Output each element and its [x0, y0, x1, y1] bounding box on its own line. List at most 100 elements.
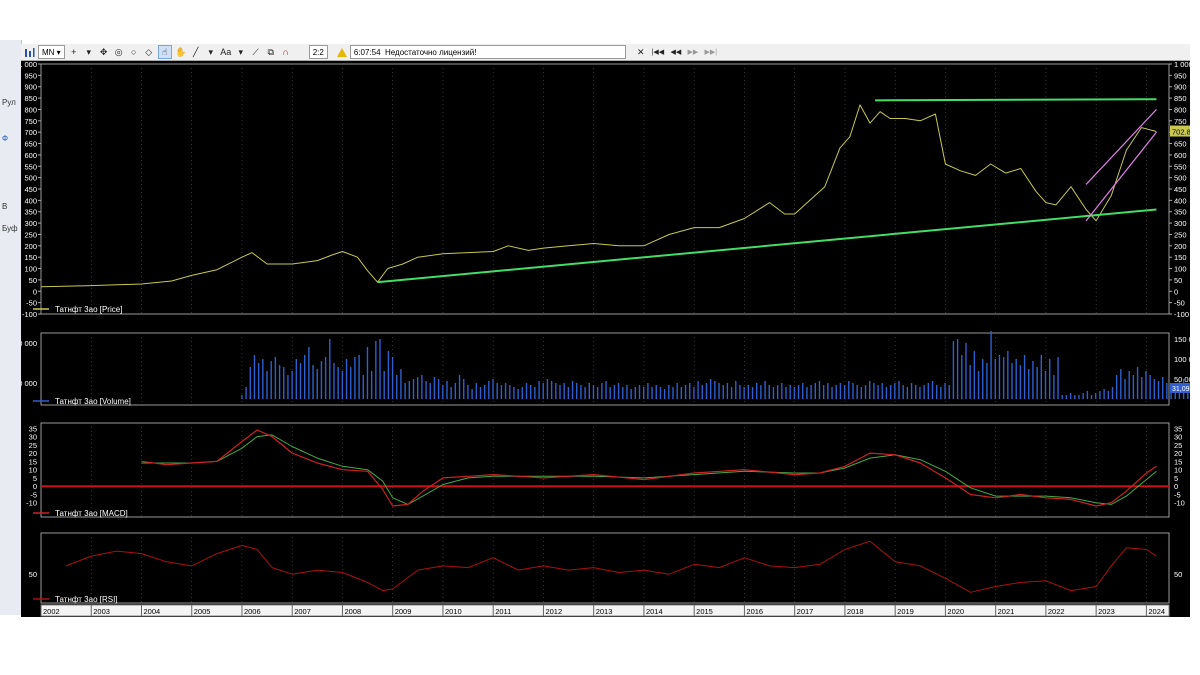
volume-tick-label-right: 50 000 [1174, 375, 1190, 384]
nav-next-icon[interactable]: ▶▶ [687, 49, 699, 56]
price-tick-label-right: 900 [1174, 83, 1187, 92]
price-series-line [40, 104, 1157, 288]
chevron-down-icon[interactable]: ▾ [208, 46, 213, 57]
year-label-2016: 2016 [746, 607, 763, 616]
sidebar-item-1[interactable]: Ф [2, 134, 9, 143]
nav-first-icon[interactable]: |◀◀ [651, 49, 665, 56]
close-icon[interactable]: ✕ [637, 46, 645, 57]
trendline-support [377, 208, 1157, 284]
macd-tick-label-left: 25 [29, 441, 37, 450]
price-tick-label-right: 300 [1174, 219, 1187, 228]
period-select[interactable]: MN ▾ [38, 45, 65, 59]
price-tick-label-left: 1 000 [21, 61, 37, 69]
nav-last-icon[interactable]: ▶▶| [704, 49, 718, 56]
price-tick-label-left: 350 [24, 208, 37, 217]
macd-line [141, 429, 1157, 507]
chart-toolbar: MN ▾ + ▾ ✥ ◎ ○ ◇ ☝ ✋ ╱ ▾ Aa ▾ ⟋ ⧉ ∩ 2:2 … [21, 44, 1190, 61]
price-tick-label-left: 0 [33, 287, 37, 296]
price-tick-label-right: 200 [1174, 242, 1187, 251]
price-tick-label-right: 400 [1174, 196, 1187, 205]
price-tick-label-right: 950 [1174, 71, 1187, 80]
price-tick-label-right: 450 [1174, 185, 1187, 194]
chart-area[interactable]: -100 -100 -50 -50 0 0 50 50 100 100 150 150 200 200 25… [10, 60, 1200, 617]
status-time: 6:07:54 [353, 47, 381, 57]
macd-tick-label-left: -5 [30, 490, 37, 499]
price-tick-label-left: 200 [24, 242, 37, 251]
left-sidebar: Рул Ф В Буф [0, 40, 22, 615]
trend-tool-icon[interactable]: ⟋ [252, 46, 259, 57]
shapes-icon[interactable]: ⧉ [267, 46, 274, 57]
bar-chart-icon[interactable] [23, 46, 35, 58]
hand-icon[interactable]: ✋ [175, 46, 187, 57]
year-label-2010: 2010 [445, 607, 462, 616]
macd-tick-label-right: 25 [1174, 441, 1182, 450]
period-value: MN [42, 47, 55, 57]
price-tick-label-right: 500 [1174, 174, 1187, 183]
line-tool-icon[interactable]: ╱ [192, 46, 199, 57]
macd-tick-label-left: 0 [33, 482, 37, 491]
trendline-resistance [875, 98, 1157, 102]
price-tick-label-left: 400 [24, 196, 37, 205]
price-tick-label-left: 100 [24, 265, 37, 274]
text-tool-icon[interactable]: Aa [220, 47, 232, 57]
rsi-tick-label-left: 50 [29, 570, 37, 579]
price-tick-label-left: 250 [24, 230, 37, 239]
volume-tick-label-left: 000 000 [21, 379, 37, 388]
macd-tick-label-left: 15 [29, 457, 37, 466]
price-tick-label-left: 750 [24, 117, 37, 126]
sidebar-item-2[interactable]: В [2, 202, 8, 211]
hand-pointer-icon[interactable]: ☝ [157, 45, 172, 59]
move-icon[interactable]: ✥ [99, 46, 108, 57]
sidebar-item-3[interactable]: Буф [2, 224, 18, 233]
price-tick-label-right: 100 [1174, 265, 1187, 274]
crosshair-icon[interactable]: + [71, 47, 77, 57]
price-tick-label-right: 50 [1174, 276, 1182, 285]
macd-tick-label-right: 5 [1174, 474, 1178, 483]
price-tick-label-right: -100 [1174, 310, 1189, 319]
macd-tick-label-left: -10 [26, 499, 37, 508]
trendline-channel-lower [1085, 131, 1157, 222]
macd-legend: Татнфт 3ао [MACD] [55, 509, 128, 518]
macd-tick-label-right: 0 [1174, 482, 1178, 491]
status-message: 6:07:54 Недостаточно лицензий! [349, 45, 626, 59]
macd-tick-label-left: 35 [29, 424, 37, 433]
eraser-icon[interactable]: ◇ [145, 46, 153, 57]
year-label-2004: 2004 [143, 607, 160, 616]
volume-tick-label-right: 100 000 [1174, 355, 1190, 364]
chart-svg[interactable]: -100-100-50-5000505010010015015020020025… [10, 60, 1200, 617]
zoom-field[interactable]: 2:2 [308, 45, 328, 59]
price-tick-label-right: 250 [1174, 230, 1187, 239]
year-label-2007: 2007 [294, 607, 311, 616]
nav-prev-icon[interactable]: ◀◀ [670, 49, 682, 56]
year-label-2013: 2013 [596, 607, 613, 616]
price-tick-label-left: 700 [24, 128, 37, 137]
year-label-2014: 2014 [646, 607, 663, 616]
price-tick-label-right: 1 000 [1174, 61, 1190, 69]
volume-tick-label-left: 000 000 [21, 339, 37, 348]
price-panel [40, 63, 1170, 315]
price-tick-label-right: 350 [1174, 208, 1187, 217]
macd-tick-label-right: -5 [1174, 490, 1181, 499]
price-tick-label-left: -50 [26, 299, 37, 308]
chevron-down-icon[interactable]: ▾ [238, 46, 243, 57]
year-label-2024: 2024 [1148, 607, 1165, 616]
year-label-2008: 2008 [344, 607, 361, 616]
rsi-legend: Татнфт 3ао [RSI] [55, 595, 118, 604]
price-last-value-badge [1170, 125, 1190, 137]
year-label-2002: 2002 [43, 607, 60, 616]
year-label-2003: 2003 [93, 607, 110, 616]
volume-tick-label-right: 150 000 [1174, 335, 1190, 344]
price-tick-label-right: 150 [1174, 253, 1187, 262]
magnet-icon[interactable]: ∩ [282, 47, 289, 57]
price-last-value-label: 702.8 [1172, 128, 1190, 137]
year-label-2017: 2017 [797, 607, 814, 616]
circle-icon[interactable]: ○ [130, 47, 137, 57]
price-tick-label-left: 600 [24, 151, 37, 160]
year-label-2006: 2006 [244, 607, 261, 616]
target-icon[interactable]: ◎ [114, 46, 123, 57]
volume-last-badge [1170, 383, 1190, 393]
sidebar-item-0[interactable]: Рул [2, 98, 16, 107]
year-label-2015: 2015 [696, 607, 713, 616]
macd-tick-label-left: 30 [29, 433, 37, 442]
chevron-down-icon[interactable]: ▾ [86, 46, 91, 57]
